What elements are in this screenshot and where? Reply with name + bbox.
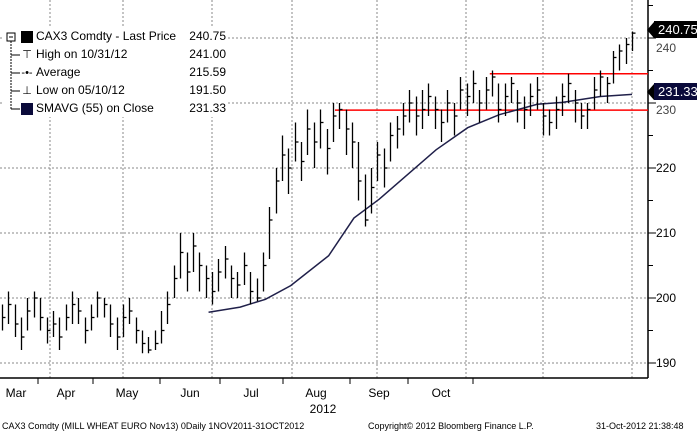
x-year-label: 2012 [309, 402, 337, 416]
x-tick-sep: Sep [368, 386, 390, 400]
average-marker-icon: -•- [21, 67, 33, 79]
y-tick-240: 240 [656, 41, 677, 55]
y-tick-220: 220 [656, 161, 677, 175]
legend-tree-lines [6, 32, 20, 110]
footer-copyright: Copyright© 2012 Bloomberg Finance L.P. [368, 421, 534, 431]
legend-item-smavg: SMAVG (55) on Close 231.33 [2, 100, 228, 118]
footer-timestamp: 31-Oct-2012 21:38:48 [596, 421, 684, 431]
legend-item-high: ⊤ High on 10/31/12 241.00 [22, 47, 226, 61]
x-tick-oct: Oct [431, 386, 451, 400]
footer-security: CAX3 Comdty (MILL WHEAT EURO Nov13) 0Dai… [2, 421, 305, 431]
y-tick-230: 230 [656, 103, 677, 117]
x-tick-jul: Jul [243, 386, 259, 400]
last-price-badge: 240.75 [647, 21, 697, 38]
black-square-icon [21, 31, 33, 43]
y-tick-210: 210 [656, 226, 677, 240]
high-marker-icon: ⊤ [22, 49, 32, 61]
low-marker-icon: ⊥ [22, 85, 32, 97]
y-tick-190: 190 [656, 356, 677, 370]
x-tick-may: May [115, 386, 139, 400]
x-tick-apr: Apr [56, 386, 76, 400]
legend-item-last-price: CAX3 Comdty - Last Price 240.75 [2, 28, 228, 46]
legend: CAX3 Comdty - Last Price 240.75 ⊤ High o… [2, 28, 228, 117]
x-tick-aug: Aug [305, 386, 327, 400]
sma-badge: 231.33 [647, 83, 697, 100]
x-tick-jun: Jun [180, 386, 200, 400]
navy-square-icon [21, 103, 33, 115]
legend-item-low: ⊥ Low on 05/10/12 191.50 [22, 83, 226, 97]
y-tick-200: 200 [656, 291, 677, 305]
sma55-line [208, 93, 633, 314]
legend-item-average: -•- Average 215.59 [21, 65, 226, 79]
x-tick-mar: Mar [5, 386, 27, 400]
